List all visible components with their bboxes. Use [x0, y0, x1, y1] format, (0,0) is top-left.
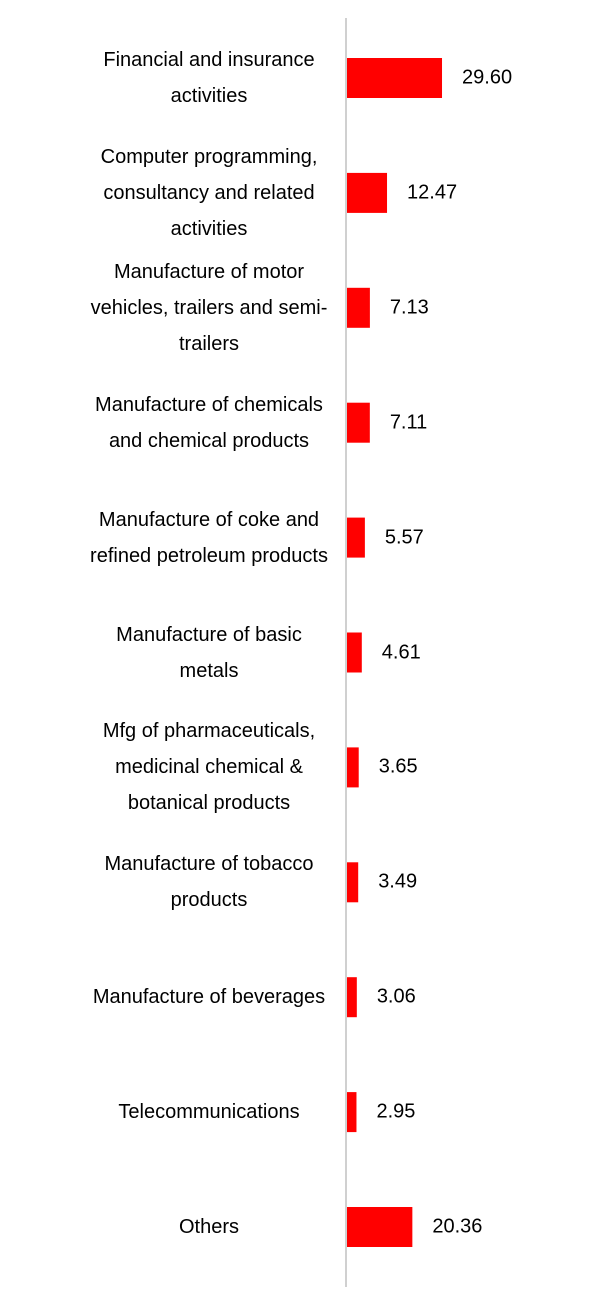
- bar: [347, 1207, 413, 1247]
- value-label: 20.36: [432, 1215, 483, 1238]
- bar: [347, 517, 365, 558]
- category-label: Manufacture of tobacco products: [104, 853, 314, 912]
- bar: [347, 632, 362, 673]
- value-label: 3.49: [378, 870, 418, 893]
- bar: [347, 747, 359, 788]
- category-label: Manufacture of beverages: [92, 986, 326, 1009]
- category-label: Manufacture of motor vehicles, trailers …: [90, 260, 328, 355]
- category-label: Others: [178, 1216, 240, 1238]
- value-label: 7.11: [389, 411, 428, 434]
- category-label: Telecommunications: [118, 1101, 300, 1124]
- value-label: 2.95: [376, 1100, 416, 1123]
- bar: [347, 862, 359, 903]
- bar: [347, 402, 370, 443]
- category-label: Computer programming, consultancy and re…: [100, 145, 318, 240]
- category-label: Financial and insurance activities: [103, 49, 315, 107]
- bar: [347, 172, 388, 213]
- value-label: 3.06: [376, 985, 416, 1008]
- bar: [347, 58, 443, 98]
- bar: [347, 1092, 357, 1133]
- category-label: Manufacture of coke and refined petroleu…: [90, 508, 328, 567]
- value-label: 4.61: [381, 641, 421, 663]
- category-label: Manufacture of chemicals and chemical pr…: [95, 393, 323, 452]
- value-label: 3.65: [378, 755, 418, 778]
- value-label: 12.47: [407, 181, 458, 204]
- value-label: 29.60: [462, 66, 513, 89]
- bar: [347, 977, 357, 1018]
- category-label: Manufacture of basic metals: [116, 623, 302, 682]
- value-label: 7.13: [389, 296, 429, 319]
- category-label: Mfg of pharmaceuticals, medicinal chemic…: [102, 720, 316, 815]
- bar: [347, 287, 370, 328]
- value-label: 5.57: [384, 526, 424, 549]
